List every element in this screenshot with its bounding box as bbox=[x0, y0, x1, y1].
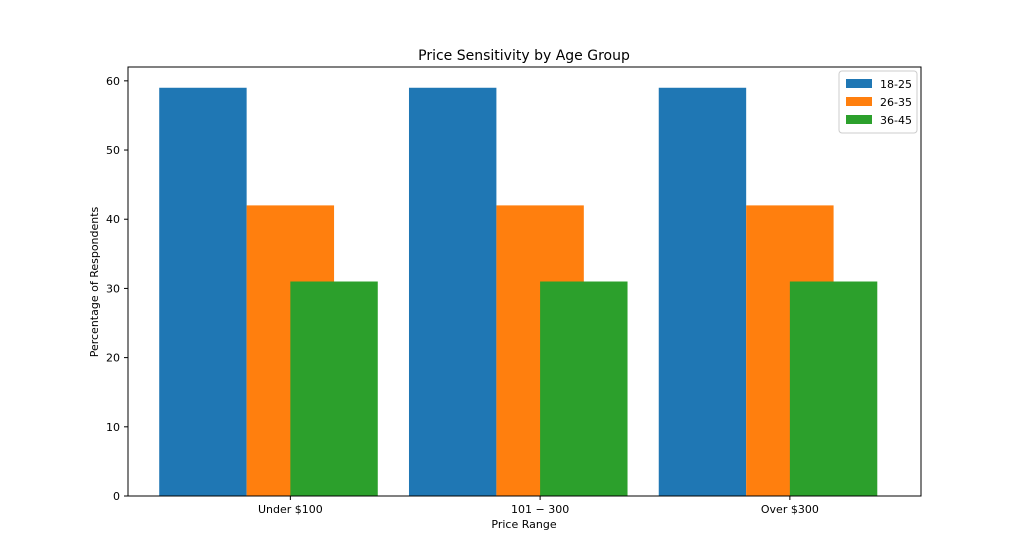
x-axis-title: Price Range bbox=[491, 518, 556, 531]
y-tick-label: 10 bbox=[106, 421, 120, 434]
bars-layer bbox=[159, 87, 878, 496]
legend-swatch-18-25 bbox=[846, 79, 872, 88]
x-tick-label: Over $300 bbox=[761, 503, 819, 516]
legend-label-26-35: 26-35 bbox=[880, 96, 912, 109]
y-tick-label: 20 bbox=[106, 352, 120, 365]
legend-swatch-36-45 bbox=[846, 115, 872, 124]
y-tick-label: 50 bbox=[106, 144, 120, 157]
bar-18-25-1 bbox=[159, 87, 247, 496]
x-tick-label: Under $100 bbox=[258, 503, 323, 516]
legend-label-36-45: 36-45 bbox=[880, 114, 912, 127]
y-tick-label: 0 bbox=[113, 490, 120, 503]
bar-36-45-1 bbox=[290, 281, 378, 496]
bar-36-45-3 bbox=[789, 281, 878, 496]
legend-swatch-26-35 bbox=[846, 97, 872, 106]
bar-36-45-2 bbox=[540, 281, 628, 496]
y-axis: 0 10 20 30 40 50 60 bbox=[106, 75, 128, 503]
y-tick-label: 40 bbox=[106, 213, 120, 226]
x-tick-label: 101 − 300 bbox=[511, 503, 569, 516]
chart-title: Price Sensitivity by Age Group bbox=[418, 48, 630, 64]
y-tick-label: 60 bbox=[106, 75, 120, 88]
y-tick-label: 30 bbox=[106, 282, 120, 295]
x-axis: Under $100 101 − 300 Over $300 bbox=[258, 496, 819, 516]
bar-18-25-3 bbox=[658, 87, 747, 496]
y-axis-title: Percentage of Respondents bbox=[88, 206, 101, 357]
bar-18-25-2 bbox=[408, 87, 497, 496]
plot-frame bbox=[127, 66, 922, 497]
legend-label-18-25: 18-25 bbox=[880, 78, 912, 91]
legend: 18-25 26-35 36-45 bbox=[838, 70, 918, 134]
